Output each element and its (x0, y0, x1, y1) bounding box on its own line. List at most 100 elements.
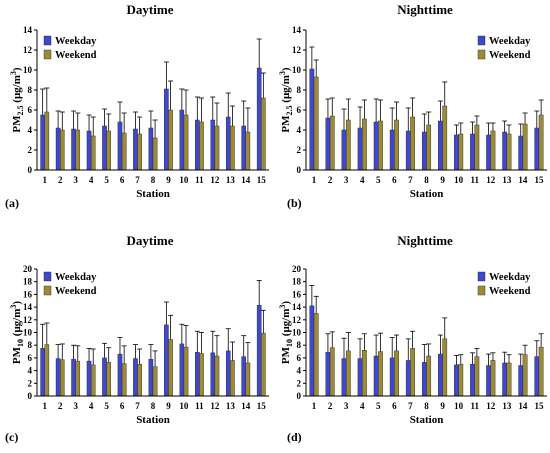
bar-weekend (245, 131, 251, 171)
x-tick-label: 7 (408, 401, 413, 411)
legend-swatch-weekday (43, 271, 52, 282)
bar-weekend (394, 119, 399, 171)
legend-label: Weekday (489, 36, 531, 47)
bar-weekday (341, 358, 347, 397)
bar-weekend (329, 115, 335, 171)
y-tick-label: 4 (297, 125, 302, 135)
bar-weekend (75, 360, 81, 397)
bar-weekend (152, 366, 158, 397)
bar-weekday (225, 350, 231, 397)
y-tick-label: 0 (28, 165, 33, 175)
y-tick-label: 6 (28, 353, 33, 363)
bar-weekend (506, 362, 512, 397)
x-tick-label: 9 (166, 175, 171, 185)
legend: Weekday Weekend (43, 271, 97, 297)
x-tick-label: 12 (486, 401, 496, 411)
legend-label: Weekday (489, 272, 531, 283)
y-tick-label: 14 (292, 302, 302, 312)
bar-weekday (164, 324, 169, 397)
bar-weekend (245, 362, 251, 397)
bar-weekend (362, 350, 367, 397)
y-tick-label: 14 (292, 25, 302, 35)
bar-weekday (405, 130, 411, 171)
bar-weekend (121, 363, 127, 397)
x-tick-label: 1 (42, 175, 47, 185)
legend-swatch-weekday (43, 35, 52, 46)
panel-label: (c) (5, 430, 18, 444)
chart-title: Nighttime (397, 2, 453, 17)
bar-weekday (502, 362, 508, 397)
chart-title: Nighttime (397, 233, 453, 248)
bar-weekend (538, 114, 544, 171)
y-axis-title-close: ) (280, 67, 292, 71)
bar-weekday (438, 120, 443, 171)
y-axis-title-unit: (μg/m (280, 75, 292, 105)
bar-weekend (183, 346, 189, 397)
x-axis-title: Station (136, 188, 170, 200)
bar-weekday (210, 119, 216, 171)
bar-weekend (230, 125, 235, 171)
x-tick-label: 9 (166, 401, 171, 411)
y-tick-label: 4 (297, 366, 302, 376)
y-tick-label: 16 (292, 289, 302, 299)
y-tick-label: 8 (297, 340, 302, 350)
x-tick-label: 14 (518, 175, 528, 185)
bar-weekend (522, 354, 528, 397)
bar-weekend (442, 105, 448, 171)
y-tick-label: 10 (292, 65, 302, 75)
x-tick-label: 8 (151, 175, 156, 185)
y-axis-title-subscript: 2.5 (285, 105, 294, 115)
x-axis-title: Station (136, 414, 170, 426)
bar-weekend (183, 114, 189, 171)
bar-weekday (256, 67, 262, 171)
y-axis-title-superscript: 3 (278, 305, 287, 309)
bar-weekday (164, 88, 169, 171)
y-tick-label: 20 (23, 264, 33, 274)
bar-weekend (313, 76, 319, 171)
x-tick-label: 3 (73, 401, 78, 411)
bar-weekday (518, 365, 524, 397)
x-tick-label: 5 (104, 175, 109, 185)
bar-weekday (102, 357, 107, 397)
bar-weekend (60, 129, 65, 171)
y-axis-title-unit: (μg/m (280, 309, 292, 339)
y-axis-title-superscript: 3 (9, 305, 18, 309)
x-tick-label: 6 (120, 401, 125, 411)
x-tick-label: 15 (534, 401, 544, 411)
y-tick-label: 2 (28, 145, 33, 155)
bar-weekday (421, 131, 427, 171)
bar-weekend (214, 125, 220, 171)
x-tick-label: 10 (454, 401, 464, 411)
y-axis-title-unit: (μg/m (11, 75, 23, 105)
bar-weekend (168, 339, 173, 397)
x-tick-label: 14 (241, 175, 251, 185)
y-tick-label: 20 (292, 264, 302, 274)
y-tick-label: 10 (23, 65, 33, 75)
y-axis-title-main: PM (11, 346, 23, 364)
bar-weekday (518, 135, 524, 171)
x-tick-label: 6 (120, 175, 125, 185)
x-tick-label: 5 (104, 401, 109, 411)
bar-weekday (195, 351, 200, 397)
legend-label: Weekday (55, 36, 97, 47)
legend-swatch-weekday (477, 271, 486, 282)
y-tick-label: 2 (297, 145, 302, 155)
y-axis-title-superscript: 3 (278, 71, 287, 75)
x-tick-label: 11 (470, 401, 479, 411)
bar-weekend (214, 355, 220, 397)
y-tick-label: 4 (28, 125, 33, 135)
bar-weekday (357, 127, 363, 171)
x-tick-label: 12 (486, 175, 496, 185)
x-tick-label: 15 (257, 175, 267, 185)
y-tick-label: 2 (28, 378, 33, 388)
legend: Weekday Weekend (43, 35, 97, 61)
bar-weekend (378, 351, 383, 397)
y-tick-label: 10 (292, 328, 302, 338)
bar-weekday (71, 128, 76, 171)
bar-weekday (133, 358, 138, 397)
bar-weekend (458, 364, 464, 397)
bar-weekday (325, 351, 331, 397)
legend-swatch-weekend (477, 49, 486, 60)
x-tick-label: 3 (344, 175, 349, 185)
bar-weekend (90, 364, 96, 397)
